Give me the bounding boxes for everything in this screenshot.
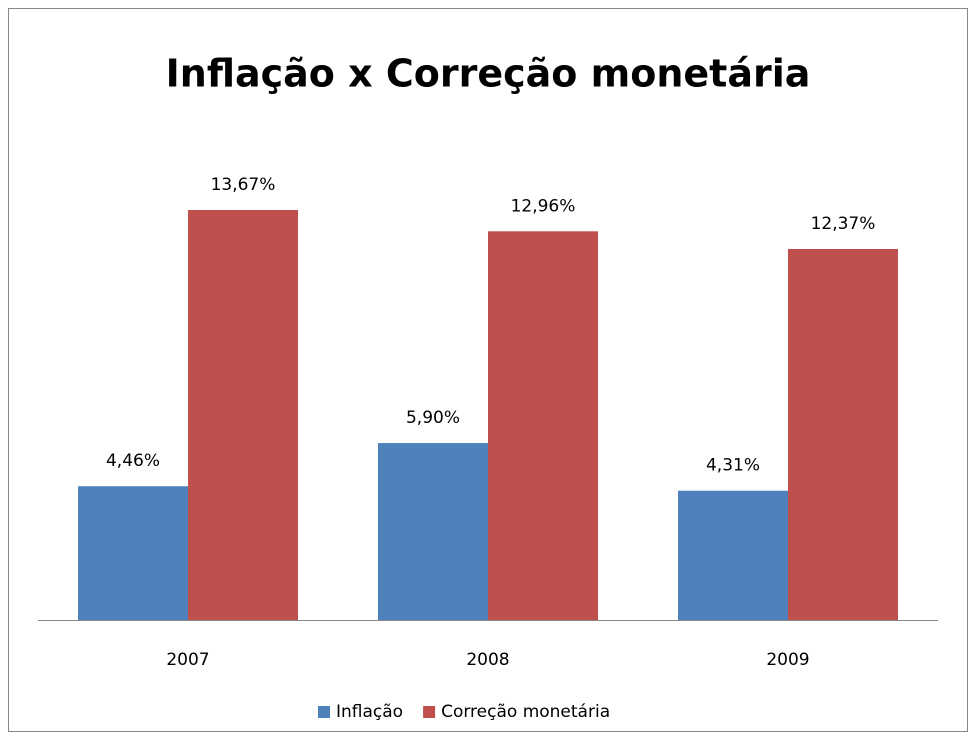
x-tick-label: 2008: [466, 650, 509, 670]
data-label: 12,96%: [511, 196, 576, 216]
data-label: 4,46%: [106, 451, 160, 471]
data-label: 5,90%: [406, 408, 460, 428]
bar: [378, 443, 488, 620]
legend-label: Inflação: [336, 702, 403, 722]
data-label: 13,67%: [211, 175, 276, 195]
legend-swatch: [318, 706, 330, 718]
bar: [188, 210, 298, 620]
data-label: 4,31%: [706, 456, 760, 476]
bar: [78, 486, 188, 620]
chart-title: Inflação x Correção monetária: [166, 52, 811, 96]
legend-swatch: [423, 706, 436, 718]
bar: [788, 248, 898, 621]
bar: [488, 231, 598, 620]
legend-label: Correção monetária: [441, 702, 610, 722]
bar: [678, 490, 788, 620]
data-label: 12,37%: [811, 214, 876, 234]
x-tick-label: 2009: [766, 650, 809, 670]
x-tick-label: 2007: [166, 650, 209, 670]
